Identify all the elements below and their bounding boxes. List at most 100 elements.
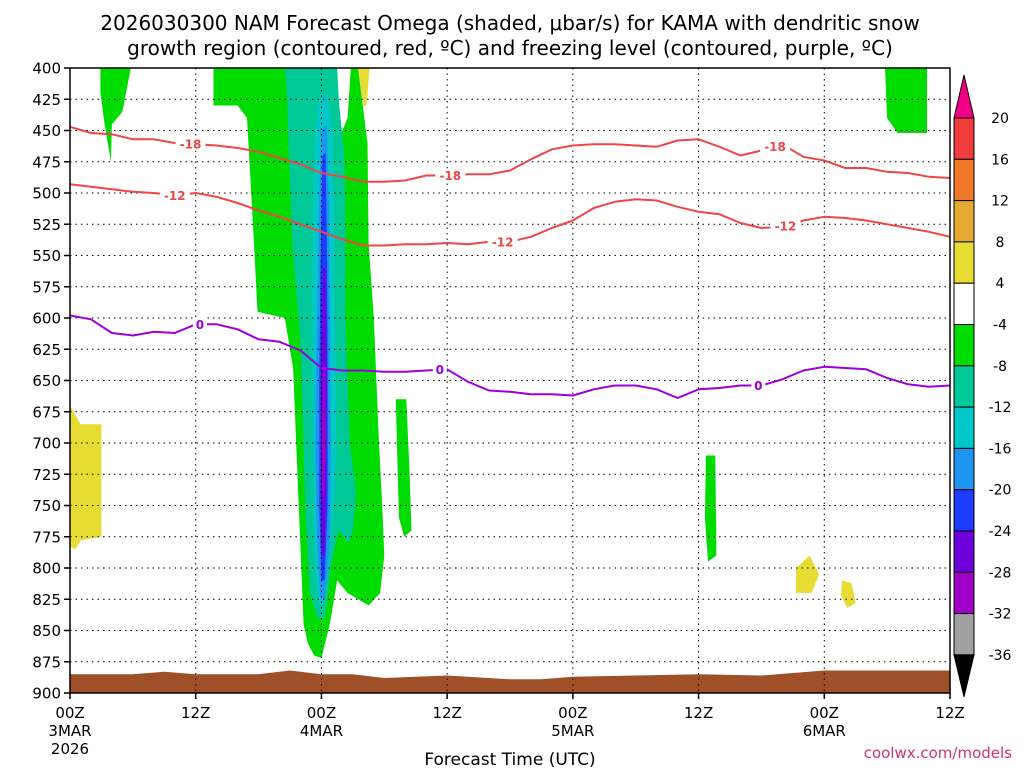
x-axis-title: Forecast Time (UTC) [424, 750, 595, 768]
omega-shade-8 [395, 399, 412, 537]
colorbar-bin-8 [953, 447, 975, 491]
colorbar-label-4: 4 [996, 276, 1005, 292]
colorbar-bin-4 [953, 282, 975, 326]
x-tick-label-60: 12Z [684, 704, 713, 722]
colorbar-bin-12 [953, 613, 975, 656]
y-tick-label-600: 600 [32, 310, 61, 328]
x-tick-date-0: 3MAR [48, 722, 91, 740]
y-tick-label-400: 400 [32, 60, 61, 78]
colorbar-label-0: 20 [991, 111, 1009, 127]
contour-label-bg-0-2 [751, 378, 766, 393]
y-tick-label-500: 500 [32, 185, 61, 203]
contour-label-bg-0-0 [192, 317, 207, 332]
contour-label-0-2: 0 [754, 379, 762, 393]
omega-shade-6 [322, 368, 326, 493]
contour-label-0-0: 0 [196, 318, 204, 332]
contour-label-bg--18-0 [175, 136, 206, 151]
omega-shade-13 [796, 555, 819, 593]
colorbar-label-7: -12 [989, 400, 1012, 416]
y-tick-label-675: 675 [32, 403, 61, 421]
colorbar-label-9: -20 [989, 483, 1012, 499]
x-tick-label-48: 00Z [558, 704, 587, 722]
axes: 400 425 450 475 500 525 550 575 600 625 650 675 700 7… [32, 60, 964, 759]
contour-label--18-0: -18 [180, 137, 202, 151]
omega-shade-14 [841, 580, 856, 608]
colorbar: 20 16 12 8 4 -4 -8 -12 -16 -20 -24 -28 -32 -36 [953, 74, 1012, 698]
contour-label-bg--12-0 [159, 188, 190, 203]
y-tick-label-750: 750 [32, 497, 61, 515]
contour-label-bg--18-1 [435, 168, 466, 183]
colorbar-label-11: -28 [989, 565, 1012, 581]
y-tick-label-875: 875 [32, 653, 61, 671]
x-tick-date-48: 5MAR [551, 722, 594, 740]
contour-label-bg-0-1 [432, 362, 447, 377]
y-tick-label-575: 575 [32, 278, 61, 296]
grid [69, 67, 951, 694]
colorbar-bin-10 [953, 530, 975, 573]
colorbar-label-10: -24 [989, 524, 1012, 540]
contour-label-0-1: 0 [436, 363, 444, 377]
colorbar-bin-6 [953, 365, 975, 408]
colorbar-overflow-high [953, 74, 975, 119]
omega-shade-9 [704, 455, 717, 562]
y-tick-label-775: 775 [32, 528, 61, 546]
y-tick-label-700: 700 [32, 435, 61, 453]
plot-area [70, 68, 950, 693]
omega-shade-10 [885, 68, 927, 133]
contour-label--12-0: -12 [164, 189, 186, 203]
colorbar-label-8: -16 [989, 441, 1012, 457]
y-tick-label-900: 900 [32, 685, 61, 703]
contour-line--18 [69, 125, 951, 183]
colorbar-bin-0 [953, 117, 975, 160]
colorbar-label-1: 16 [991, 152, 1009, 168]
y-tick-label-825: 825 [32, 591, 61, 609]
contour-label-bg--12-2 [770, 218, 801, 233]
y-tick-label-425: 425 [32, 91, 61, 109]
chart-title-line2: growth region (contoured, red, ºC) and f… [127, 36, 893, 60]
colorbar-label-6: -8 [993, 359, 1007, 375]
credit-text: coolwx.com/models [864, 744, 1012, 762]
x-tick-label-36: 12Z [432, 704, 461, 722]
x-tick-label-24: 00Z [307, 704, 336, 722]
x-tick-label-72: 00Z [810, 704, 839, 722]
y-tick-label-625: 625 [32, 341, 61, 359]
y-tick-label-525: 525 [32, 216, 61, 234]
colorbar-bin-11 [953, 571, 975, 615]
y-tick-label-850: 850 [32, 622, 61, 640]
colorbar-label-13: -36 [989, 648, 1012, 664]
colorbar-label-2: 12 [991, 194, 1009, 210]
contour-label--12-2: -12 [775, 219, 797, 233]
colorbar-bin-5 [953, 324, 975, 367]
x-tick-label-12: 12Z [181, 704, 210, 722]
omega-shade-7 [100, 68, 131, 162]
x-tick-label-0: 00Z [55, 704, 84, 722]
colorbar-bin-2 [953, 200, 975, 243]
colorbar-label-12: -32 [989, 607, 1012, 623]
colorbar-label-3: 8 [996, 235, 1005, 251]
y-tick-label-725: 725 [32, 466, 61, 484]
omega-shade-12 [358, 68, 370, 106]
x-tick-date-24: 4MAR [300, 722, 343, 740]
contour-label--18-2: -18 [764, 140, 786, 154]
colorbar-label-5: -4 [993, 318, 1007, 334]
y-tick-label-475: 475 [32, 153, 61, 171]
y-tick-label-650: 650 [32, 372, 61, 390]
terrain-fill [70, 670, 950, 693]
y-tick-label-450: 450 [32, 122, 61, 140]
colorbar-bin-9 [953, 489, 975, 532]
contour-label--18-1: -18 [439, 169, 461, 183]
contour-line-0 [69, 314, 951, 399]
chart-title-line1: 2026030300 NAM Forecast Omega (shaded, μ… [100, 11, 919, 35]
colorbar-overflow-low [953, 654, 975, 698]
contour-label--12-1: -12 [492, 235, 514, 249]
contour-label-bg--18-2 [760, 139, 791, 154]
colorbar-bin-3 [953, 241, 975, 284]
y-tick-label-550: 550 [32, 247, 61, 265]
y-tick-label-800: 800 [32, 560, 61, 578]
x-tick-date-72: 6MAR [803, 722, 846, 740]
contour-label-bg--12-1 [487, 234, 518, 249]
contours: -18 -18 -18 -12 -12 -12 0 0 0 [69, 125, 951, 399]
omega-shade-11 [70, 405, 102, 550]
colorbar-bin-1 [953, 158, 975, 202]
